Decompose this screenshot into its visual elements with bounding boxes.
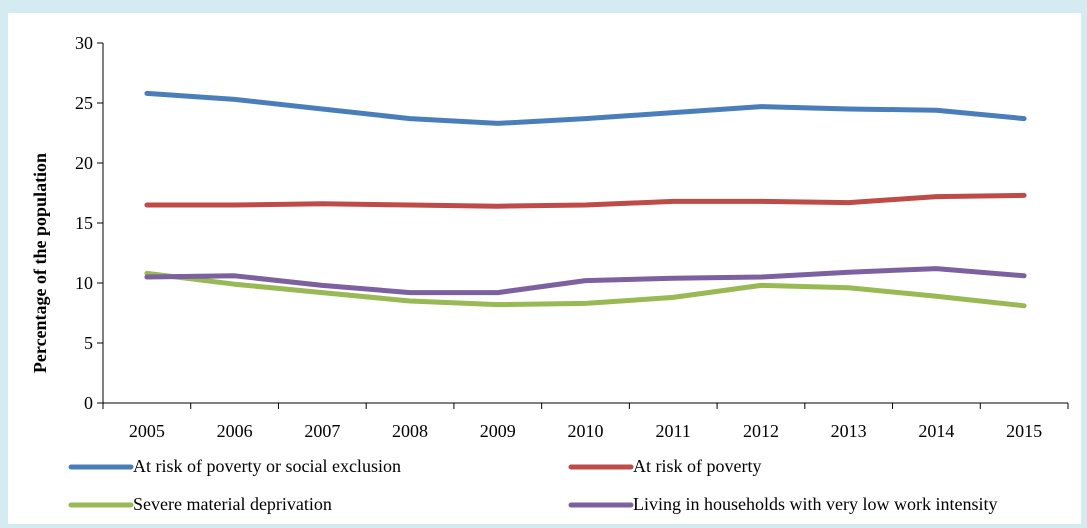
- x-tick-label: 2008: [392, 421, 428, 441]
- x-tick-label: 2007: [304, 421, 340, 441]
- y-tick-label: 15: [75, 213, 93, 233]
- legend-item-2: At risk of poverty: [568, 456, 761, 476]
- axes: 0 5 10 15 20 25 30 2005 2006 2007 2008 2009 2010 2011…: [75, 33, 1069, 441]
- y-tick-label: 5: [84, 333, 93, 353]
- series-line-4: [144, 266, 1027, 296]
- legend-label: Severe material deprivation: [133, 494, 332, 514]
- legend-item-1: At risk of poverty or social exclusion: [68, 456, 401, 476]
- legend-item-4: Living in households with very low work …: [568, 494, 997, 514]
- legend-label: Living in households with very low work …: [633, 494, 997, 514]
- x-tick-label: 2015: [1006, 421, 1042, 441]
- x-tick-label: 2014: [918, 421, 954, 441]
- legend-label: At risk of poverty or social exclusion: [133, 456, 401, 476]
- x-tick-label: 2006: [217, 421, 253, 441]
- y-tick-label: 30: [75, 33, 93, 53]
- y-tick-label: 10: [75, 273, 93, 293]
- x-tick-label: 2013: [831, 421, 867, 441]
- line-chart: 0 5 10 15 20 25 30 2005 2006 2007 2008 2009 2010 2011…: [30, 33, 1069, 514]
- series-layer: [144, 90, 1027, 309]
- series-line-2: [144, 192, 1027, 209]
- x-tick-label: 2009: [480, 421, 516, 441]
- chart-panel: 0 5 10 15 20 25 30 2005 2006 2007 2008 2009 2010 2011…: [8, 13, 1081, 524]
- x-tick-label: 2010: [568, 421, 604, 441]
- legend-item-3: Severe material deprivation: [68, 494, 332, 514]
- y-tick-label: 0: [84, 393, 93, 413]
- x-tick-label: 2011: [656, 421, 691, 441]
- y-axis-label: Percentage of the population: [30, 153, 50, 373]
- legend: At risk of poverty or social exclusion At…: [68, 456, 997, 514]
- y-tick-label: 20: [75, 153, 93, 173]
- series-line-3: [144, 270, 1027, 309]
- x-tick-label: 2012: [743, 421, 779, 441]
- y-tick-label: 25: [75, 93, 93, 113]
- series-line-1: [144, 90, 1027, 126]
- legend-label: At risk of poverty: [633, 456, 761, 476]
- x-tick-label: 2005: [129, 421, 165, 441]
